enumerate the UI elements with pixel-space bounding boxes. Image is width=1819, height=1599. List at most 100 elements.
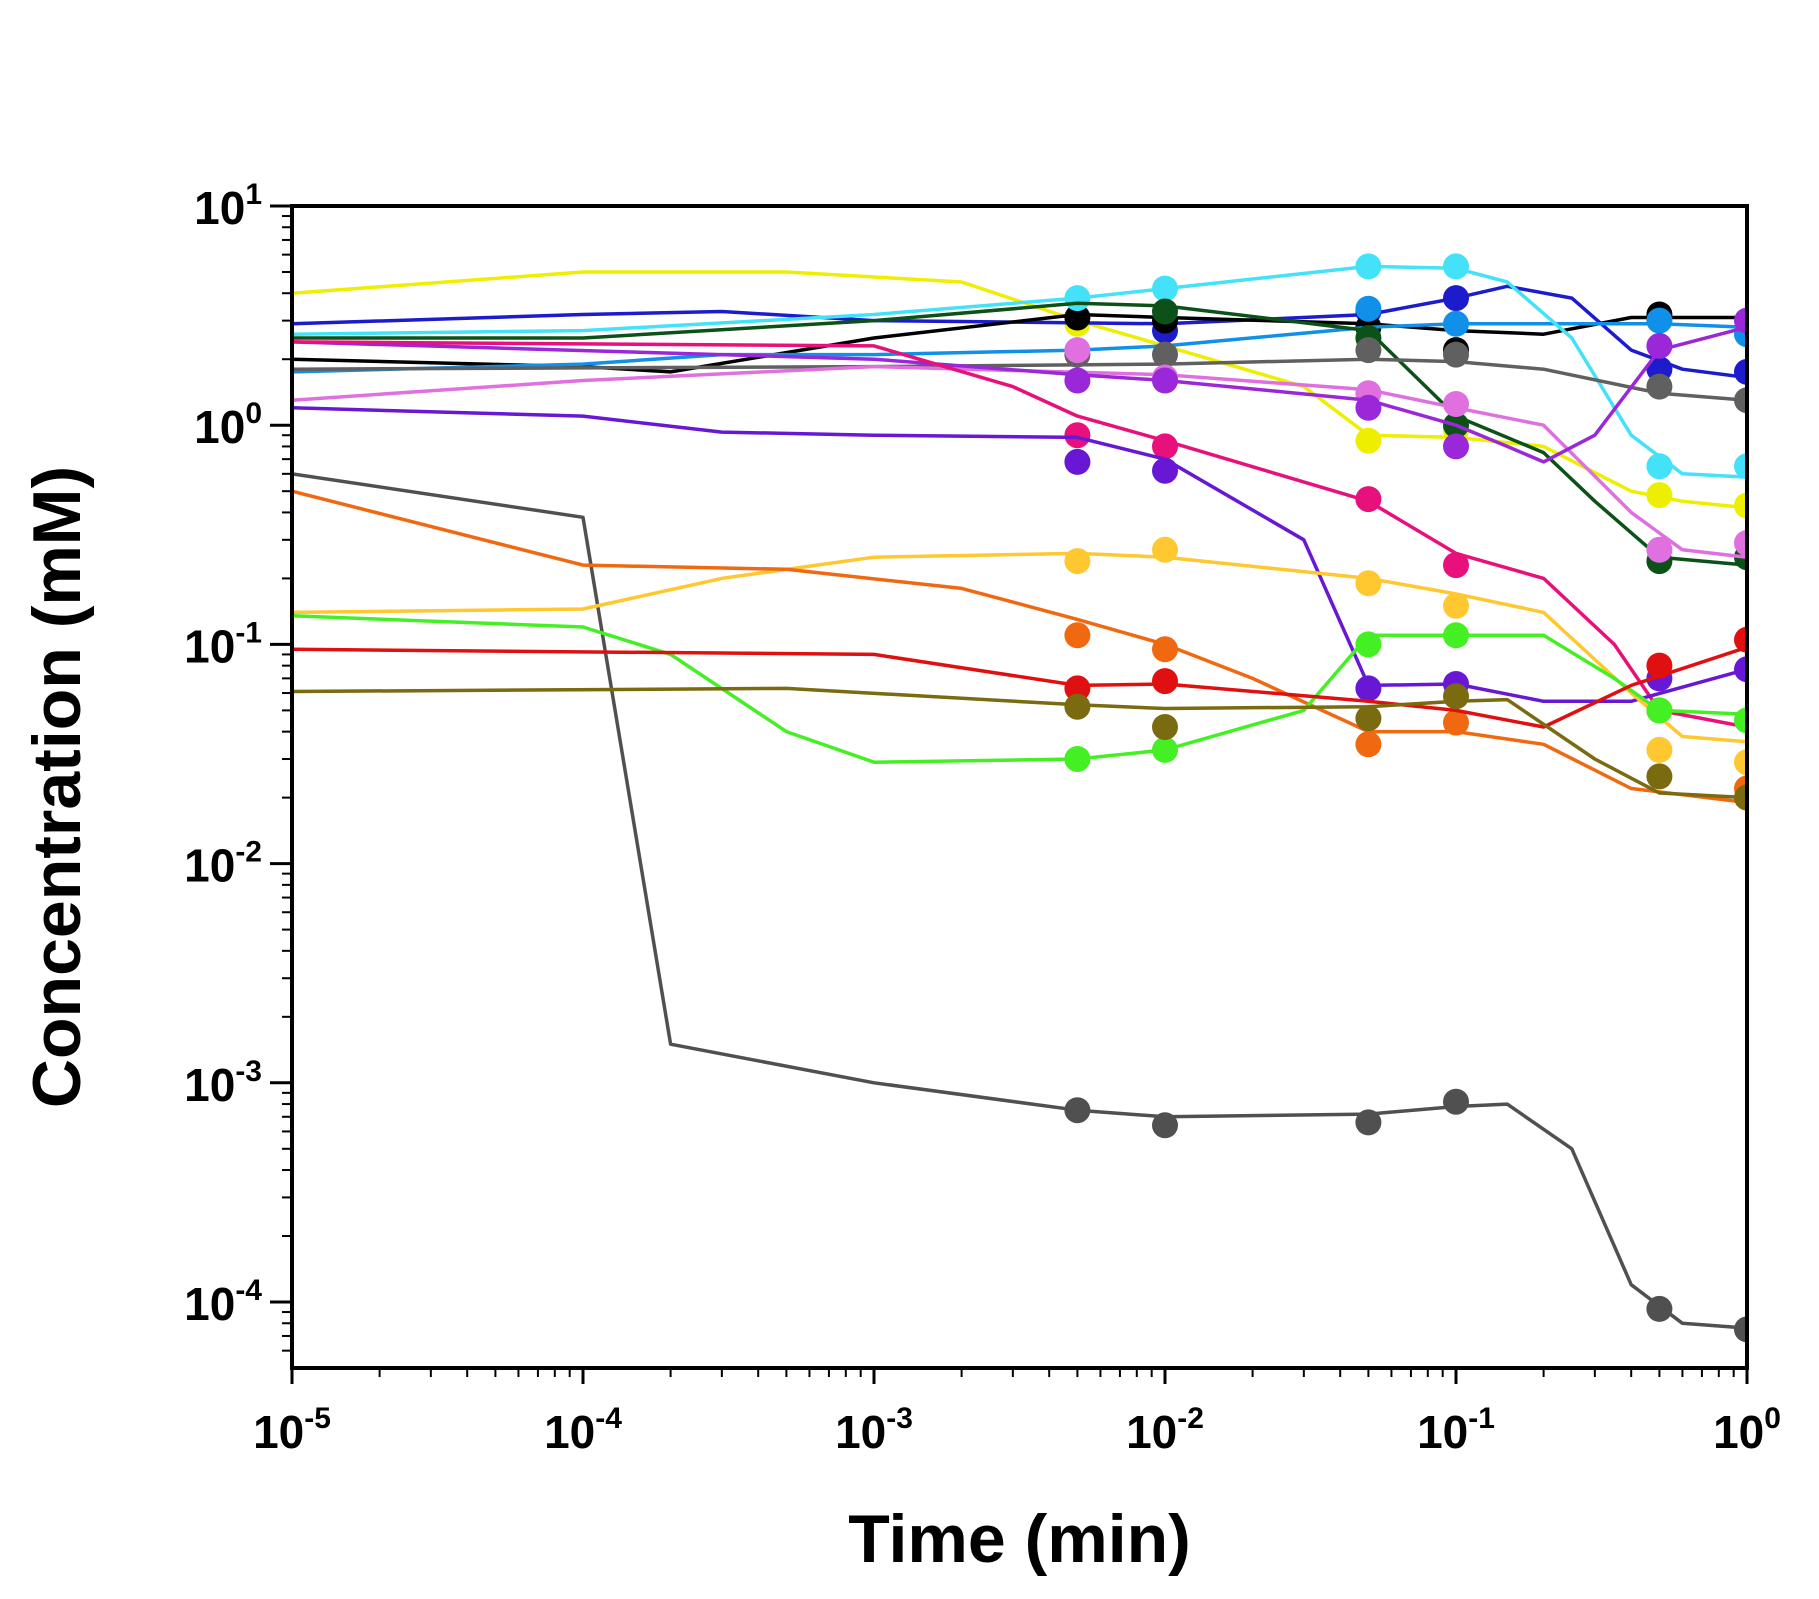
data-point — [1443, 552, 1469, 579]
data-point — [1152, 367, 1178, 394]
data-point — [1646, 332, 1673, 359]
data-point — [1646, 736, 1673, 763]
data-point — [1734, 492, 1747, 519]
y-tick-labels: 101 100 10-1 10-2 10-3 10-4 — [184, 178, 262, 1330]
data-point — [1064, 548, 1091, 575]
minor-ticks — [282, 215, 1735, 1377]
series-line — [292, 325, 1747, 464]
data-point — [1734, 307, 1747, 334]
data-point — [1355, 295, 1382, 322]
data-point — [1443, 592, 1469, 619]
data-point — [1646, 697, 1673, 724]
data-point — [1355, 427, 1382, 454]
data-point — [1646, 536, 1673, 563]
data-point — [1646, 307, 1673, 334]
series-line — [292, 357, 1747, 402]
series-11 — [292, 340, 1747, 729]
data-point — [1646, 482, 1673, 509]
data-point — [1064, 422, 1091, 449]
series-16 — [292, 626, 1747, 729]
data-point — [1646, 1295, 1673, 1322]
data-point — [1734, 387, 1747, 414]
data-point — [1355, 570, 1382, 597]
data-point — [1064, 622, 1091, 649]
data-point — [1734, 626, 1747, 653]
data-point — [1064, 448, 1091, 475]
data-point — [1152, 1112, 1178, 1139]
series-line — [292, 686, 1747, 800]
y-tick-label: 10-2 — [184, 836, 262, 892]
data-point — [1355, 731, 1382, 758]
data-point — [1443, 285, 1469, 312]
data-point — [1355, 705, 1382, 732]
data-point — [1443, 433, 1469, 460]
y-tick-label: 100 — [194, 397, 262, 453]
data-point — [1355, 337, 1382, 364]
y-tick-label: 101 — [194, 178, 262, 234]
data-point — [1064, 675, 1091, 702]
series-line — [292, 472, 1747, 1330]
data-point — [1152, 668, 1178, 695]
data-point — [1064, 1097, 1091, 1124]
data-point — [1064, 367, 1091, 394]
data-point — [1734, 784, 1747, 811]
data-point — [1734, 1316, 1747, 1343]
series-line — [292, 340, 1747, 729]
x-tick-label: 100 — [1713, 1402, 1781, 1458]
data-point — [1646, 652, 1673, 679]
series-line — [292, 489, 1747, 805]
data-point — [1646, 453, 1673, 480]
series-line — [292, 614, 1747, 764]
data-point — [1152, 714, 1178, 740]
series-line — [292, 551, 1747, 744]
data-point — [1443, 683, 1469, 710]
x-tick-label: 10-4 — [544, 1402, 622, 1458]
data-point — [1152, 536, 1178, 563]
series-6 — [292, 253, 1747, 480]
x-tick-label: 10-2 — [1126, 1402, 1204, 1458]
series-layer — [292, 253, 1747, 1343]
data-point — [1355, 486, 1382, 513]
data-point — [1734, 749, 1747, 776]
major-ticks — [270, 204, 1749, 1384]
series-1 — [292, 472, 1747, 1343]
series-10 — [292, 307, 1747, 464]
data-point — [1646, 373, 1673, 400]
data-point — [1734, 453, 1747, 480]
x-axis-title: Time (min) — [848, 1501, 1191, 1577]
series-14 — [292, 489, 1747, 805]
series-13 — [292, 536, 1747, 776]
data-point — [1443, 253, 1469, 280]
data-point — [1064, 693, 1091, 720]
data-point — [1646, 763, 1673, 790]
data-point — [1443, 310, 1469, 337]
data-point — [1443, 709, 1469, 736]
y-tick-label: 10-4 — [184, 1274, 262, 1330]
data-point — [1064, 337, 1091, 364]
series-line — [292, 364, 1747, 559]
data-point — [1734, 530, 1747, 556]
data-point — [1355, 253, 1382, 280]
data-point — [1443, 1088, 1469, 1115]
data-point — [1064, 285, 1091, 312]
data-point — [1443, 391, 1469, 417]
data-point — [1152, 298, 1178, 325]
data-point — [1355, 394, 1382, 421]
data-point — [1152, 275, 1178, 302]
data-point — [1355, 631, 1382, 658]
data-point — [1355, 1109, 1382, 1136]
data-point — [1355, 675, 1382, 702]
series-17 — [292, 683, 1747, 811]
series-line — [292, 264, 1747, 479]
data-point — [1152, 457, 1178, 484]
data-point — [1152, 433, 1178, 460]
data-point — [1443, 622, 1469, 649]
data-point — [1064, 746, 1091, 772]
data-point — [1152, 341, 1178, 368]
data-point — [1443, 341, 1469, 368]
series-line — [292, 406, 1747, 704]
data-point — [1152, 736, 1178, 763]
data-point — [1734, 358, 1747, 385]
series-line — [292, 284, 1747, 380]
